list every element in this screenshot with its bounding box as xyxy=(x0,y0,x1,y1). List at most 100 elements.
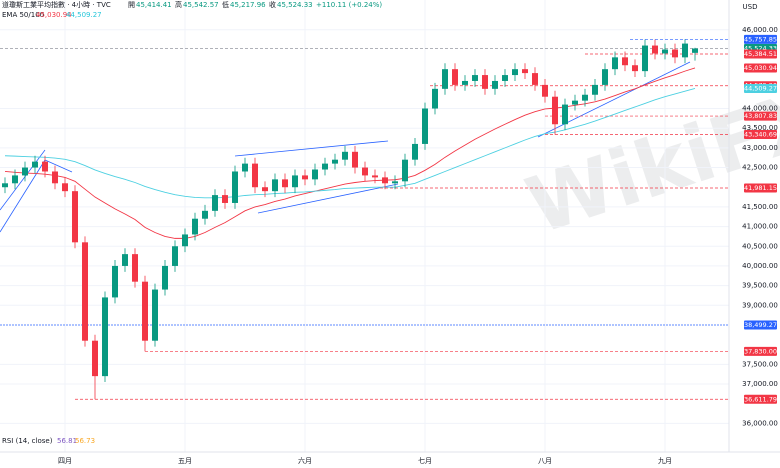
level-label: 41,981.15 xyxy=(744,184,777,192)
quote-label: 高 xyxy=(175,0,182,9)
candle-body xyxy=(352,151,358,168)
candle-body xyxy=(552,96,558,125)
candle-body xyxy=(362,167,368,176)
candle-body xyxy=(612,57,618,70)
candle-body xyxy=(682,43,688,58)
trend-line xyxy=(257,183,399,214)
quote-value: 45,217.96 xyxy=(230,1,266,9)
level-tag xyxy=(744,394,777,404)
candle-body xyxy=(442,69,448,89)
trend-line xyxy=(0,149,46,211)
candle-body xyxy=(272,179,278,192)
level-tag xyxy=(744,346,777,356)
candle-body xyxy=(72,191,78,243)
candle-body xyxy=(142,281,148,341)
candle-body xyxy=(102,297,108,377)
candle-body xyxy=(282,179,288,188)
candle-body xyxy=(572,100,578,105)
candle-body xyxy=(632,65,638,72)
candle-body xyxy=(512,69,518,76)
level-label: 43,340.69 xyxy=(744,130,777,138)
candle-body xyxy=(32,161,38,168)
candle-body xyxy=(592,84,598,95)
quote-change: +110.11 (+0.24%) xyxy=(316,1,382,9)
quote-value: 45,542.57 xyxy=(183,1,219,9)
ema-line xyxy=(4,67,696,239)
level-label: 45,030.94 xyxy=(744,64,777,72)
candle-body xyxy=(322,163,328,170)
candle-body xyxy=(232,171,238,203)
ema-value: 45,030.94 xyxy=(36,11,72,19)
ema-value: 44,509.27 xyxy=(66,11,102,19)
trend-line xyxy=(44,159,73,173)
level-label: 38,499.27 xyxy=(744,321,777,329)
y-tick-label: 39,500.00 xyxy=(742,282,778,290)
candle-body xyxy=(342,151,348,160)
y-tick-label: 37,000.00 xyxy=(742,380,778,388)
candle-body xyxy=(152,289,158,341)
ema-line xyxy=(4,88,696,199)
candle-body xyxy=(462,80,468,85)
candle-body xyxy=(502,75,508,81)
ema-name: EMA 50/100 xyxy=(2,11,44,19)
level-tag xyxy=(744,129,777,139)
candle-body xyxy=(412,143,418,160)
x-tick-label: 九月 xyxy=(658,456,672,465)
level-label: 37,830.00 xyxy=(744,347,777,355)
candle-body xyxy=(22,167,28,176)
y-tick-label: 39,000.00 xyxy=(742,301,778,309)
candle-body xyxy=(692,48,698,53)
candle-body xyxy=(402,159,408,182)
quote-value: 45,524.33 xyxy=(277,1,313,9)
candle-body xyxy=(532,73,538,85)
candle-body xyxy=(432,88,438,109)
y-tick-label: 40,500.00 xyxy=(742,242,778,250)
level-tag xyxy=(744,34,777,44)
candle-body xyxy=(562,104,568,125)
rsi-value: 56.81 xyxy=(57,437,77,445)
x-tick-label: 五月 xyxy=(178,457,192,465)
candle-body xyxy=(482,75,488,89)
level-label: 45,384.51 xyxy=(744,50,777,58)
candle-body xyxy=(652,45,658,54)
y-tick-label: 43,500.00 xyxy=(742,124,778,132)
y-tick-label: 46,000.00 xyxy=(742,26,778,34)
candle-body xyxy=(212,195,218,211)
candle-body xyxy=(382,177,388,184)
x-tick-label: 四月 xyxy=(58,457,72,465)
candle-body xyxy=(252,163,258,188)
level-label: 44,509.27 xyxy=(744,84,777,92)
level-tag xyxy=(744,49,777,59)
quote-label: 低 xyxy=(222,0,229,9)
candle-body xyxy=(642,45,648,72)
candle-body xyxy=(52,171,58,184)
candle-body xyxy=(672,49,678,58)
quote-label: 開 xyxy=(128,1,135,9)
x-tick-label: 六月 xyxy=(298,456,312,465)
rsi-value: 56.73 xyxy=(75,437,95,445)
x-tick-label: 七月 xyxy=(418,456,432,465)
level-tag xyxy=(744,83,777,93)
level-tag xyxy=(744,320,777,330)
candle-body xyxy=(542,84,548,97)
candle-body xyxy=(392,181,398,184)
y-tick-label: 41,500.00 xyxy=(742,203,778,211)
candle-body xyxy=(332,159,338,164)
level-label: 45,757.85 xyxy=(744,35,777,43)
candle-body xyxy=(82,242,88,341)
y-tick-label: 41,000.00 xyxy=(742,223,778,231)
candle-body xyxy=(202,210,208,219)
trend-line xyxy=(537,61,691,138)
candle-body xyxy=(42,161,48,172)
candle-body xyxy=(522,69,528,74)
annotations xyxy=(0,61,691,233)
candle-body xyxy=(12,175,18,184)
candle-body xyxy=(422,108,428,144)
candle-body xyxy=(172,246,178,266)
quote: 開 45,414.41 高 45,542.57 低 45,217.96 收 45,524.33… xyxy=(128,0,382,9)
currency: USD xyxy=(743,3,758,11)
level-label: 43,807.83 xyxy=(744,112,777,120)
